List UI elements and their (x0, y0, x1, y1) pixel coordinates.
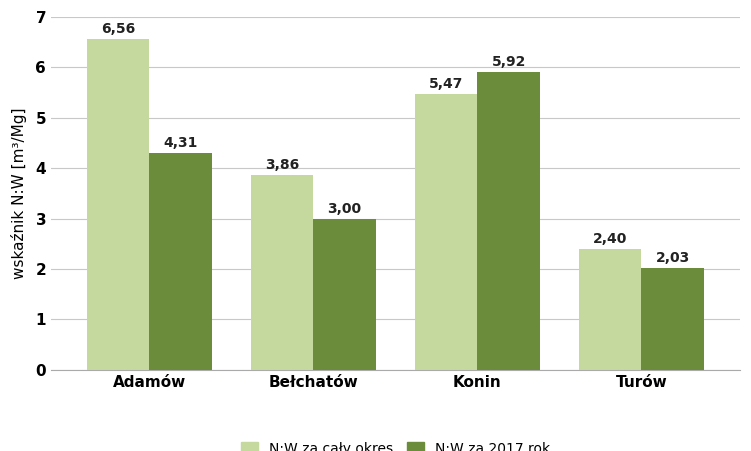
Bar (87, 39, 149, 370)
Text: 5,47: 5,47 (429, 77, 463, 91)
Bar (313, 219, 376, 370)
Y-axis label: wskaźnik N:W [m³/Mg]: wskaźnik N:W [m³/Mg] (11, 108, 27, 279)
Text: 6,56: 6,56 (101, 22, 135, 36)
Text: 4,31: 4,31 (164, 136, 198, 150)
Text: 5,92: 5,92 (491, 55, 526, 69)
Bar (149, 152, 212, 370)
Bar (641, 267, 704, 370)
Bar (251, 175, 313, 370)
Bar (478, 72, 540, 370)
Text: 3,00: 3,00 (327, 202, 362, 216)
Legend: N:W za cały okres, N:W za 2017 rok: N:W za cały okres, N:W za 2017 rok (236, 437, 556, 451)
Text: 2,40: 2,40 (593, 232, 628, 246)
Bar (579, 249, 641, 370)
Bar (415, 94, 478, 370)
Text: 3,86: 3,86 (265, 158, 300, 172)
Text: 2,03: 2,03 (656, 250, 689, 264)
